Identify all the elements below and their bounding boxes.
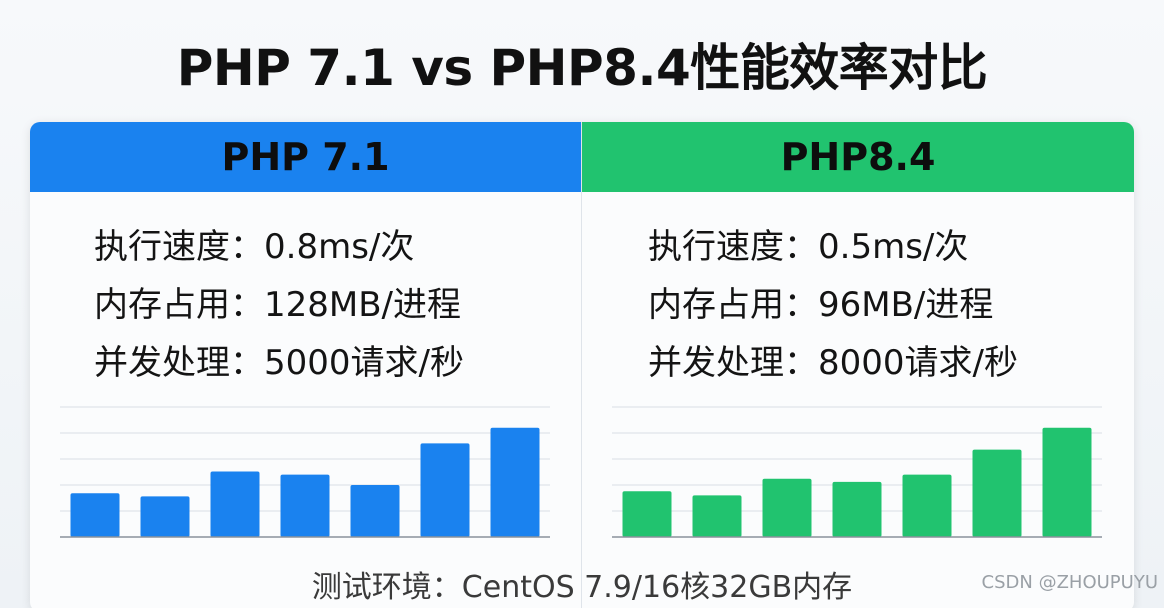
stat-label: 内存占用： bbox=[94, 285, 264, 325]
bar bbox=[280, 474, 330, 537]
stat-value: 0.8ms/次 bbox=[264, 227, 415, 267]
stat-concurrency: 并发处理：8000请求/秒 bbox=[648, 334, 1018, 392]
stat-label: 并发处理： bbox=[648, 343, 818, 383]
panel-header-php71: PHP 7.1 bbox=[30, 122, 581, 192]
stat-label: 执行速度： bbox=[94, 227, 264, 267]
stat-value: 8000请求/秒 bbox=[818, 343, 1018, 383]
bar bbox=[420, 443, 470, 537]
bar bbox=[140, 496, 190, 537]
panel-php71: PHP 7.1 执行速度：0.8ms/次 内存占用：128MB/进程 并发处理：… bbox=[30, 122, 582, 608]
bar bbox=[832, 481, 882, 537]
bar bbox=[972, 449, 1022, 537]
bar bbox=[622, 491, 672, 537]
bar bbox=[902, 474, 952, 537]
bar bbox=[762, 478, 812, 537]
stat-memory-usage: 内存占用：96MB/进程 bbox=[648, 276, 1018, 334]
bar bbox=[692, 495, 742, 537]
page-title: PHP 7.1 vs PHP8.4性能效率对比 bbox=[176, 39, 988, 97]
comparison-card: PHP 7.1 执行速度：0.8ms/次 内存占用：128MB/进程 并发处理：… bbox=[30, 122, 1134, 608]
stat-label: 内存占用： bbox=[648, 285, 818, 325]
bar-chart-php84 bbox=[612, 406, 1102, 538]
stat-value: 5000请求/秒 bbox=[264, 343, 464, 383]
stat-concurrency: 并发处理：5000请求/秒 bbox=[94, 334, 464, 392]
stats-php71: 执行速度：0.8ms/次 内存占用：128MB/进程 并发处理：5000请求/秒 bbox=[94, 218, 464, 392]
bar bbox=[1042, 427, 1092, 537]
panel-header-php84: PHP8.4 bbox=[582, 122, 1134, 192]
bar bbox=[70, 493, 120, 537]
bar-chart-php71 bbox=[60, 406, 550, 538]
stat-value: 0.5ms/次 bbox=[818, 227, 969, 267]
stats-php84: 执行速度：0.5ms/次 内存占用：96MB/进程 并发处理：8000请求/秒 bbox=[648, 218, 1018, 392]
stat-execution-speed: 执行速度：0.5ms/次 bbox=[648, 218, 1018, 276]
watermark: CSDN @ZHOUPUYU bbox=[981, 572, 1158, 593]
test-environment-note: 测试环境：CentOS 7.9/16核32GB内存 bbox=[311, 570, 853, 605]
bar bbox=[490, 427, 540, 537]
bar bbox=[210, 471, 260, 537]
stat-label: 并发处理： bbox=[94, 343, 264, 383]
panel-php84: PHP8.4 执行速度：0.5ms/次 内存占用：96MB/进程 并发处理：80… bbox=[582, 122, 1134, 608]
stat-value: 128MB/进程 bbox=[264, 285, 462, 325]
bar bbox=[350, 485, 400, 537]
stat-execution-speed: 执行速度：0.8ms/次 bbox=[94, 218, 464, 276]
stat-label: 执行速度： bbox=[648, 227, 818, 267]
stat-value: 96MB/进程 bbox=[818, 285, 994, 325]
stat-memory-usage: 内存占用：128MB/进程 bbox=[94, 276, 464, 334]
